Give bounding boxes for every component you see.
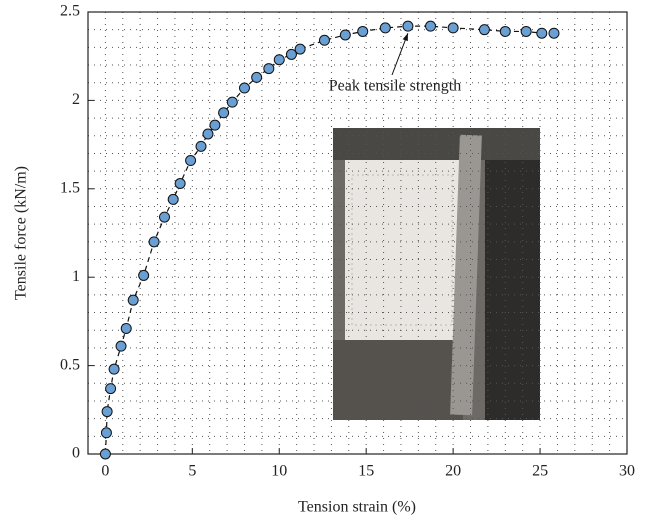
data-point bbox=[127, 294, 139, 306]
data-point bbox=[159, 211, 171, 223]
x-tick-label: 30 bbox=[619, 463, 635, 480]
inset-photo bbox=[333, 128, 540, 420]
data-point bbox=[251, 71, 263, 83]
data-point bbox=[339, 29, 351, 41]
data-point bbox=[263, 63, 275, 75]
annotation-arrowhead bbox=[402, 33, 408, 42]
y-tick-label: 0 bbox=[72, 445, 80, 462]
data-point bbox=[218, 107, 230, 119]
data-point bbox=[447, 22, 459, 34]
y-axis-label: Tensile force (kN/m) bbox=[13, 166, 30, 300]
data-point bbox=[499, 25, 511, 37]
data-point bbox=[318, 34, 330, 46]
data-point bbox=[209, 119, 221, 131]
x-tick-label: 25 bbox=[532, 463, 548, 480]
data-point bbox=[425, 20, 437, 32]
data-point bbox=[115, 340, 127, 352]
data-point bbox=[100, 427, 112, 439]
x-tick-label: 0 bbox=[101, 463, 109, 480]
data-point bbox=[548, 27, 560, 39]
x-tick-label: 15 bbox=[358, 463, 374, 480]
data-point bbox=[105, 383, 117, 395]
data-point bbox=[99, 448, 111, 460]
data-point bbox=[185, 155, 197, 167]
data-point bbox=[520, 25, 532, 37]
data-point bbox=[120, 322, 132, 334]
x-tick-label: 5 bbox=[188, 463, 196, 480]
data-point bbox=[101, 406, 113, 418]
data-point bbox=[402, 20, 414, 32]
y-tick-label: 1.5 bbox=[60, 179, 80, 196]
x-tick-label: 20 bbox=[445, 463, 461, 480]
data-point bbox=[174, 177, 186, 189]
y-tick-label: 1 bbox=[72, 268, 80, 285]
y-tick-label: 2 bbox=[72, 91, 80, 108]
data-point bbox=[167, 193, 179, 205]
data-point bbox=[108, 363, 120, 375]
x-axis-label: Tension strain (%) bbox=[298, 499, 416, 516]
data-point bbox=[536, 27, 548, 39]
data-point bbox=[226, 96, 238, 108]
data-point bbox=[148, 236, 160, 248]
data-point bbox=[379, 22, 391, 34]
data-point bbox=[273, 54, 285, 66]
data-point bbox=[238, 82, 250, 94]
annotation: Peak tensile strength bbox=[329, 78, 461, 95]
data-point bbox=[138, 269, 150, 281]
x-tick-label: 10 bbox=[271, 463, 287, 480]
data-point bbox=[357, 25, 369, 37]
data-point bbox=[478, 24, 490, 36]
data-point bbox=[202, 128, 214, 140]
y-tick-label: 0.5 bbox=[60, 356, 80, 373]
data-point bbox=[285, 48, 297, 60]
y-tick-label: 2.5 bbox=[60, 3, 80, 20]
data-point bbox=[195, 140, 207, 152]
data-point bbox=[294, 43, 306, 55]
plot-frame bbox=[87, 11, 628, 455]
